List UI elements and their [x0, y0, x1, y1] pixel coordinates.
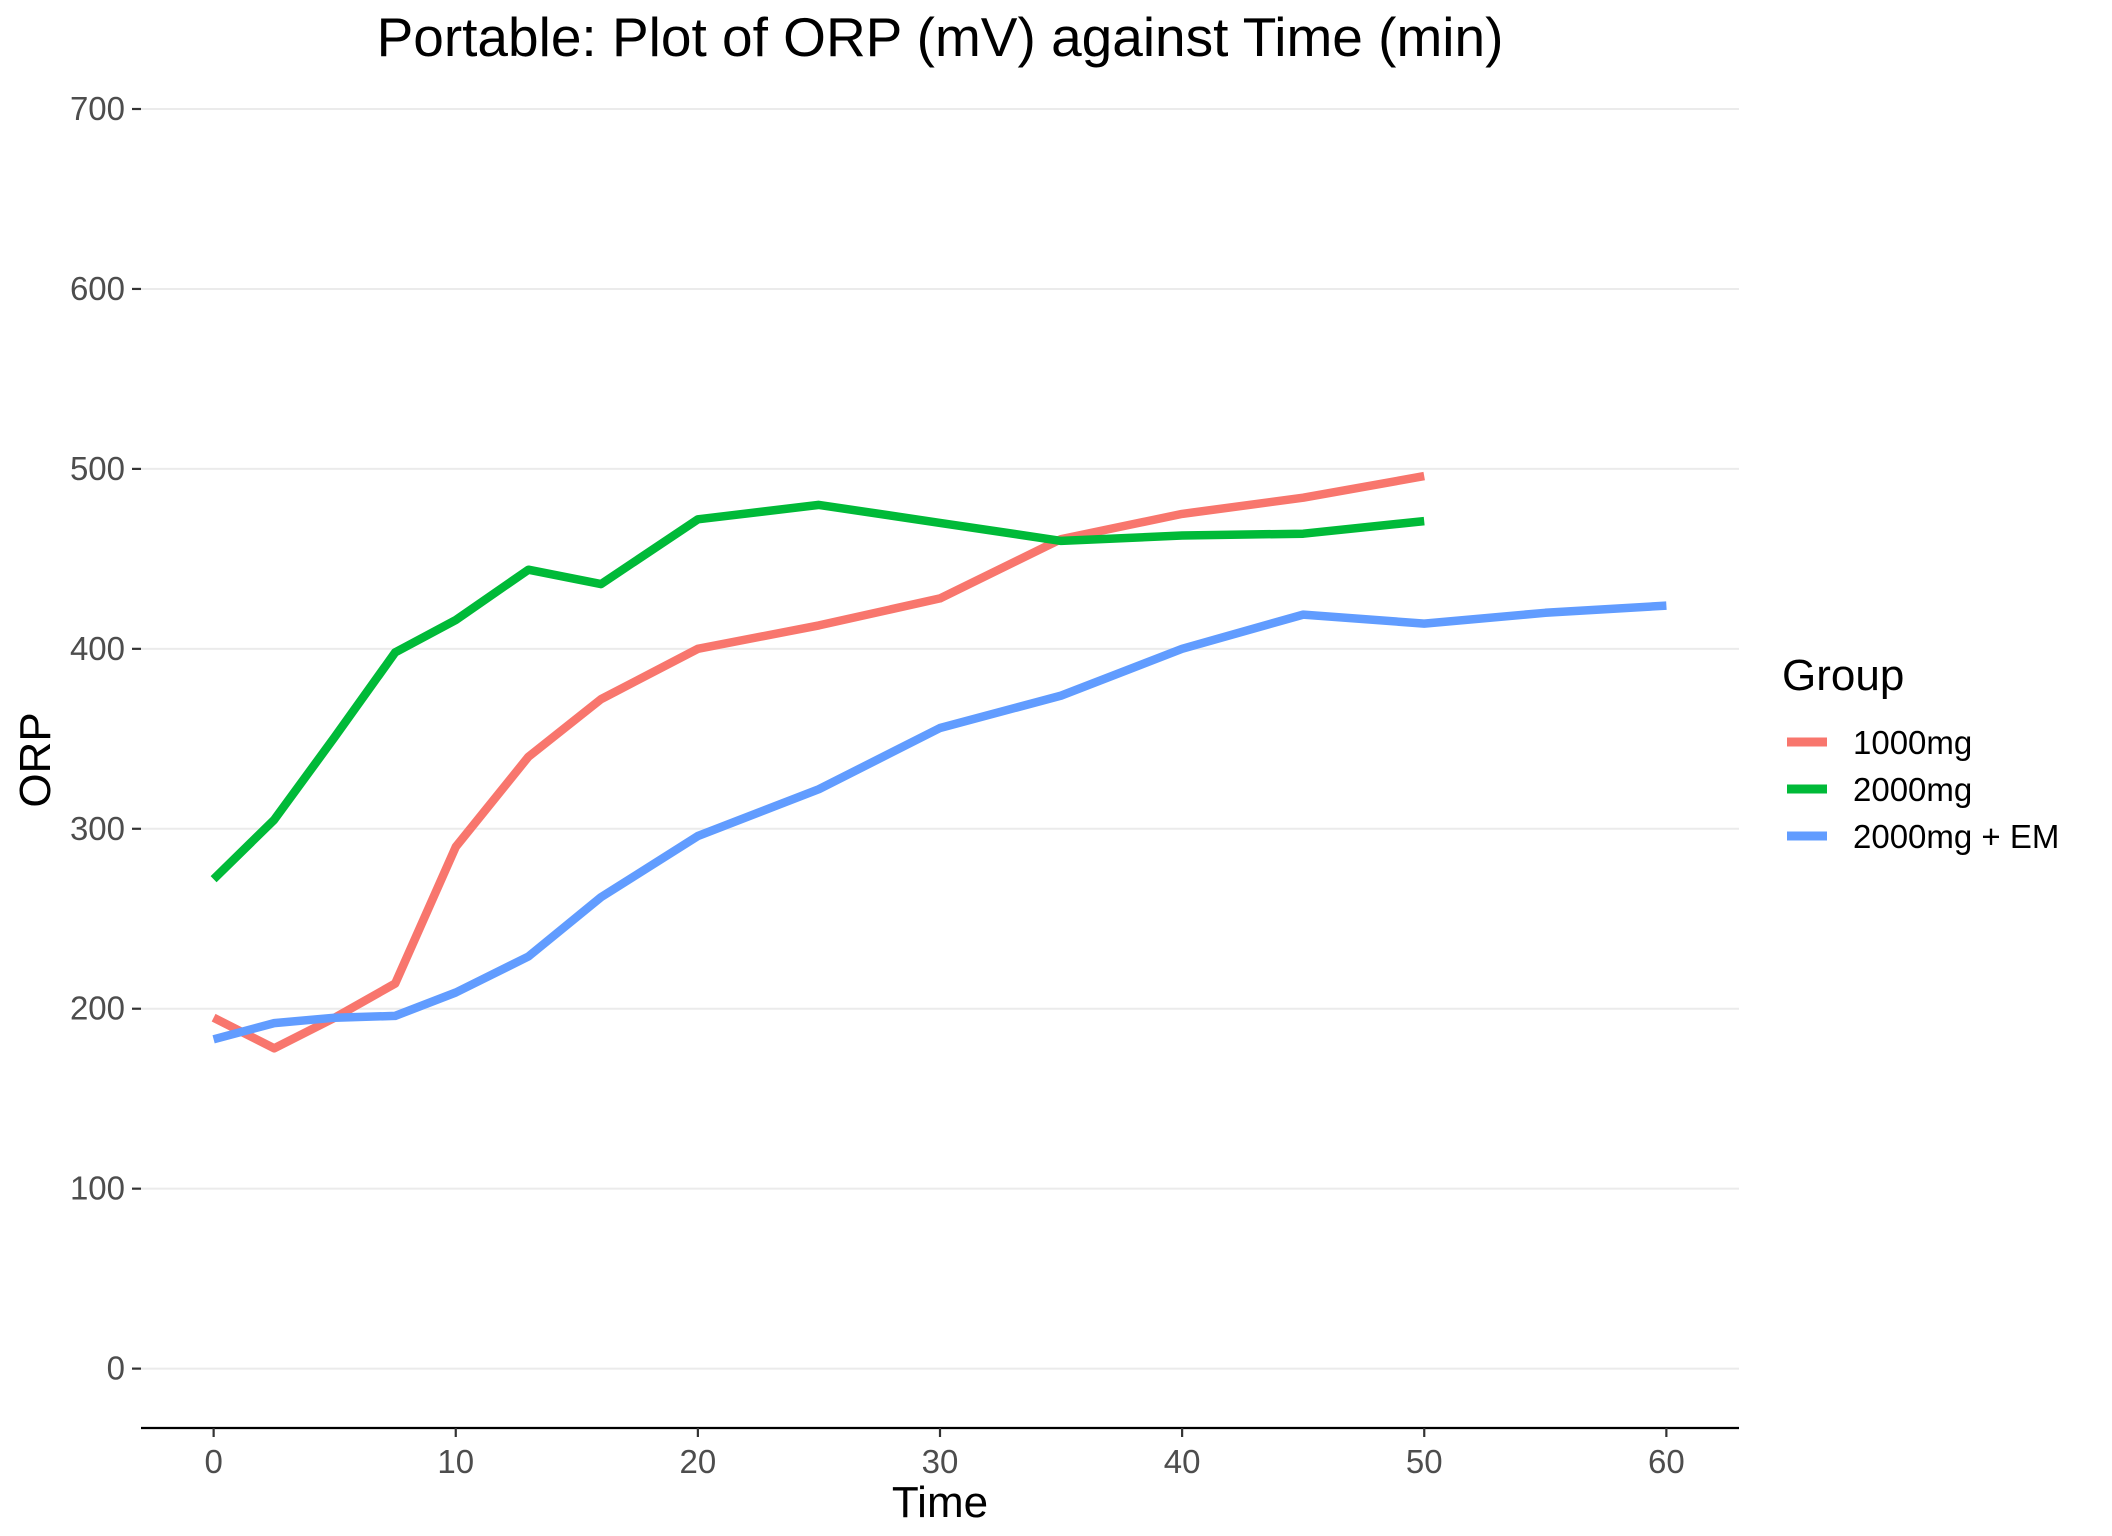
y-tick-label: 300: [70, 810, 125, 847]
x-axis-title: Time: [892, 1478, 988, 1527]
plot-lines: [210, 471, 1667, 1053]
legend-label-3: 2000mg + EM: [1853, 818, 2059, 855]
x-tick-label: 40: [1164, 1443, 1201, 1480]
series-line-3: [212, 601, 1667, 1044]
x-tick-label: 10: [437, 1443, 474, 1480]
y-tick-label: 600: [70, 270, 125, 307]
gridlines: [141, 107, 1739, 1370]
series-line-2: [210, 500, 1425, 883]
series-line-1: [211, 471, 1425, 1053]
x-tick-label: 50: [1406, 1443, 1443, 1480]
y-axis-title: ORP: [11, 712, 60, 807]
legend-label-2: 2000mg: [1853, 771, 1972, 808]
legend-title: Group: [1782, 651, 1904, 700]
chart-title: Portable: Plot of ORP (mV) against Time …: [377, 6, 1504, 68]
axes: 0 100 200 300 400 500 600 700 0 10 20 30 40 50 60: [70, 90, 1739, 1480]
legend-label-1: 1000mg: [1853, 724, 1972, 761]
x-tick-label: 60: [1648, 1443, 1685, 1480]
y-tick-label: 100: [70, 1170, 125, 1207]
legend: Group 1000mg 2000mg 2000mg + EM: [1782, 651, 2059, 855]
y-tick-label: 0: [107, 1350, 125, 1387]
y-tick-label: 500: [70, 450, 125, 487]
x-tick-label: 0: [204, 1443, 222, 1480]
y-tick-label: 200: [70, 990, 125, 1027]
x-tick-label: 20: [680, 1443, 717, 1480]
y-tick-label: 400: [70, 630, 125, 667]
y-tick-label: 700: [70, 90, 125, 127]
x-tick-label: 30: [922, 1443, 959, 1480]
